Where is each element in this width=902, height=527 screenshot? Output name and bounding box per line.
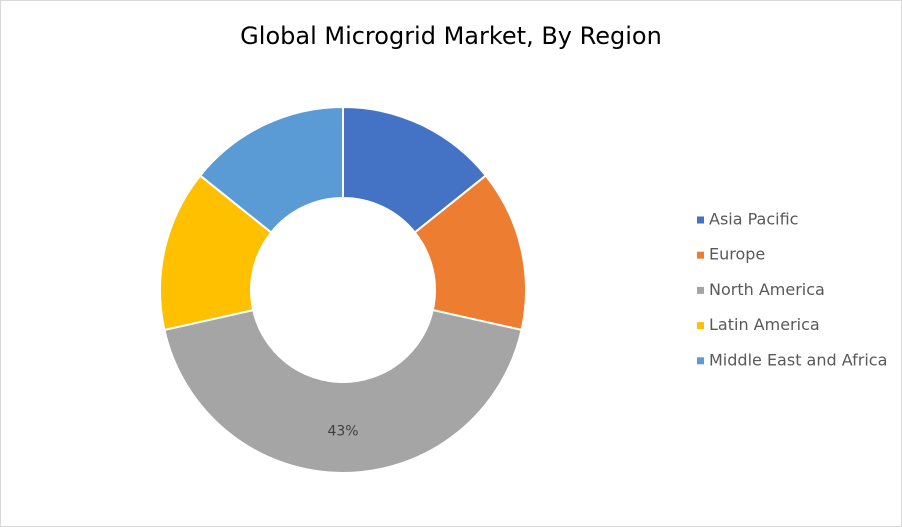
legend-label: Asia Pacific: [709, 210, 798, 229]
donut-slice: [163, 308, 523, 475]
legend-swatch: [697, 322, 704, 330]
legend-swatch: [697, 251, 704, 259]
chart-title: Global Microgrid Market, By Region: [240, 22, 662, 50]
donut-slice: [198, 105, 344, 234]
legend-label: North America: [709, 280, 825, 299]
data-label: 43%: [327, 424, 358, 440]
legend-label: Middle East and Africa: [709, 350, 887, 369]
legend-swatch: [697, 216, 704, 224]
legend-label: Europe: [709, 245, 765, 264]
legend-swatch: [697, 286, 704, 294]
legend-swatch: [697, 357, 704, 365]
legend-label: Latin America: [709, 315, 820, 334]
